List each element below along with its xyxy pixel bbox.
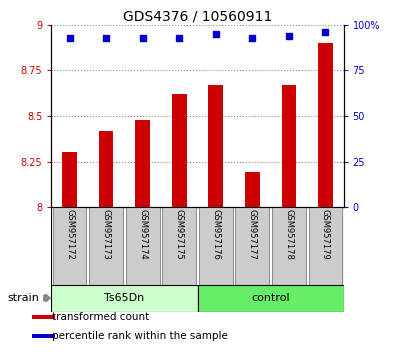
Text: GSM957176: GSM957176: [211, 210, 220, 260]
Bar: [199, 207, 233, 285]
Text: GSM957173: GSM957173: [102, 210, 111, 260]
Text: percentile rank within the sample: percentile rank within the sample: [51, 331, 228, 341]
Point: [322, 29, 329, 35]
Bar: [282, 85, 296, 207]
Bar: [235, 207, 269, 285]
Text: GSM957179: GSM957179: [321, 210, 330, 260]
Bar: [172, 94, 186, 207]
Text: GSM957175: GSM957175: [175, 210, 184, 260]
Bar: [32, 334, 55, 338]
Text: transformed count: transformed count: [51, 312, 149, 322]
Point: [286, 33, 292, 39]
Point: [176, 35, 182, 40]
Text: GSM957174: GSM957174: [138, 210, 147, 260]
Title: GDS4376 / 10560911: GDS4376 / 10560911: [123, 10, 272, 24]
Bar: [89, 207, 123, 285]
Bar: [126, 207, 160, 285]
Text: control: control: [251, 293, 290, 303]
Bar: [209, 85, 223, 207]
Bar: [272, 207, 306, 285]
Point: [103, 35, 109, 40]
Bar: [245, 172, 260, 207]
Text: Ts65Dn: Ts65Dn: [104, 293, 145, 303]
Bar: [162, 207, 196, 285]
Point: [139, 35, 146, 40]
Text: strain: strain: [8, 293, 40, 303]
Bar: [308, 207, 342, 285]
Bar: [99, 131, 113, 207]
Bar: [53, 207, 87, 285]
Bar: [318, 43, 333, 207]
Bar: [135, 120, 150, 207]
Point: [249, 35, 256, 40]
Text: GSM957177: GSM957177: [248, 210, 257, 260]
Bar: [198, 285, 344, 312]
Text: GSM957172: GSM957172: [65, 210, 74, 260]
Bar: [32, 315, 55, 319]
Point: [213, 31, 219, 37]
Text: GSM957178: GSM957178: [284, 210, 293, 260]
Point: [66, 35, 73, 40]
FancyArrow shape: [43, 294, 51, 302]
Bar: [51, 285, 198, 312]
Bar: [62, 152, 77, 207]
